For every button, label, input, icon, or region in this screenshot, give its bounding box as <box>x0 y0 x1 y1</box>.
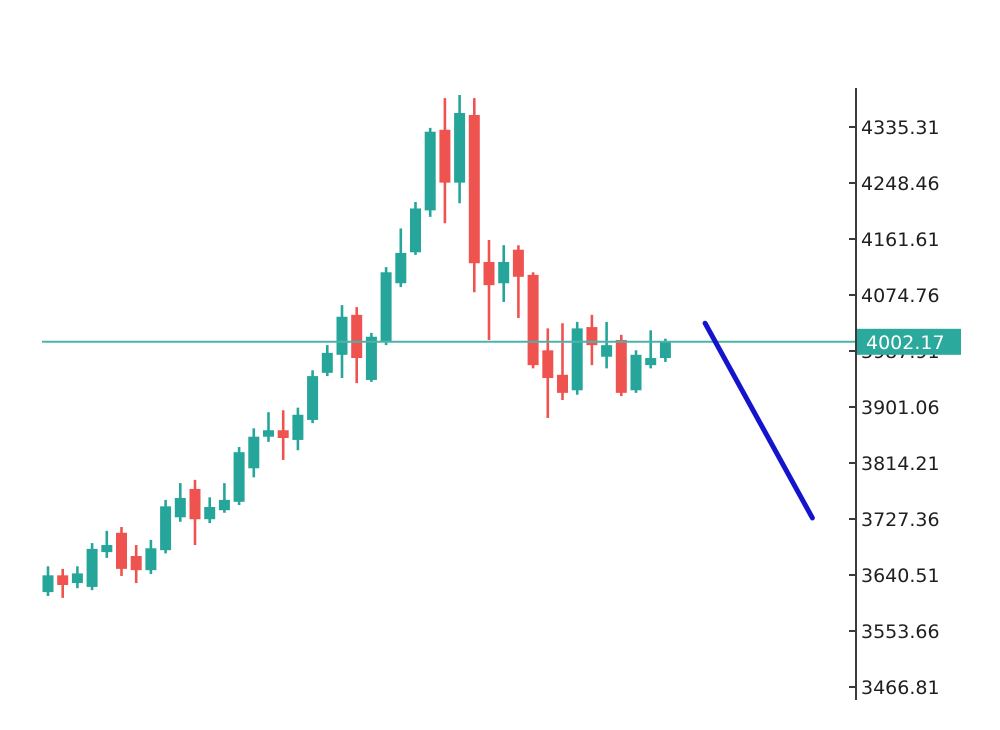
candle-body-down <box>483 261 495 286</box>
candle-body-down <box>130 555 142 571</box>
candle-body-up <box>336 316 348 355</box>
candle-body-up <box>365 336 377 380</box>
trend-line[interactable] <box>702 320 815 521</box>
candle-body-up <box>145 548 157 571</box>
price-badge[interactable] <box>857 328 961 355</box>
y-axis-label: 3901.06 <box>861 397 940 419</box>
y-axis-label: 3814.21 <box>861 453 940 475</box>
candle-body-up <box>204 506 216 520</box>
candle-body-up <box>410 208 421 253</box>
y-axis-label: 3727.36 <box>861 509 940 531</box>
candle-body-up <box>601 345 613 357</box>
candle-body-up <box>498 261 510 284</box>
candle-body-up <box>659 341 671 359</box>
candle-body-down <box>615 339 627 393</box>
candle-body-down <box>439 129 451 183</box>
y-axis-label: 4248.46 <box>861 173 940 195</box>
candle-body-up <box>86 548 98 587</box>
candle-body-up <box>380 272 392 342</box>
candle-body-up <box>630 354 642 391</box>
candle-body-down <box>57 575 69 586</box>
candle-body-down <box>586 327 598 346</box>
y-axis-label: 4161.61 <box>861 229 940 251</box>
y-axis-label: 4335.31 <box>861 117 940 139</box>
candle-body-up <box>101 545 113 553</box>
candle-body-up <box>233 452 245 502</box>
candle-body-up <box>424 131 436 211</box>
candle-body-up <box>292 414 304 440</box>
y-axis-label: 3640.51 <box>861 565 940 587</box>
price-badge-label: 4002.17 <box>866 332 945 354</box>
candle-body-up <box>42 575 54 593</box>
candle-body-down <box>557 374 568 393</box>
candle-body-down <box>512 249 524 277</box>
candle-body-up <box>321 352 333 373</box>
candle-body-up <box>218 499 230 511</box>
candle-body-down <box>527 274 539 366</box>
candle-body-up <box>454 113 466 183</box>
candle-body-down <box>277 430 289 438</box>
y-axis-label: 4074.76 <box>861 285 940 307</box>
candle-body-up <box>160 506 172 551</box>
candle-body-up <box>395 252 407 284</box>
candle-body-down <box>351 314 363 359</box>
candle-body-down <box>468 114 480 264</box>
candle-body-up <box>263 430 274 437</box>
candle-body-down <box>542 350 554 379</box>
y-axis-label: 3466.81 <box>861 677 940 699</box>
candle-body-up <box>307 376 319 420</box>
candle-body-up <box>174 497 186 518</box>
candle-body-up <box>571 328 583 391</box>
candle-body-up <box>71 573 83 584</box>
candle-body-up <box>248 436 260 469</box>
candle-body-down <box>189 488 201 520</box>
candle-body-up <box>645 358 657 366</box>
y-axis-label: 3553.66 <box>861 621 940 643</box>
candle-body-down <box>116 532 127 569</box>
